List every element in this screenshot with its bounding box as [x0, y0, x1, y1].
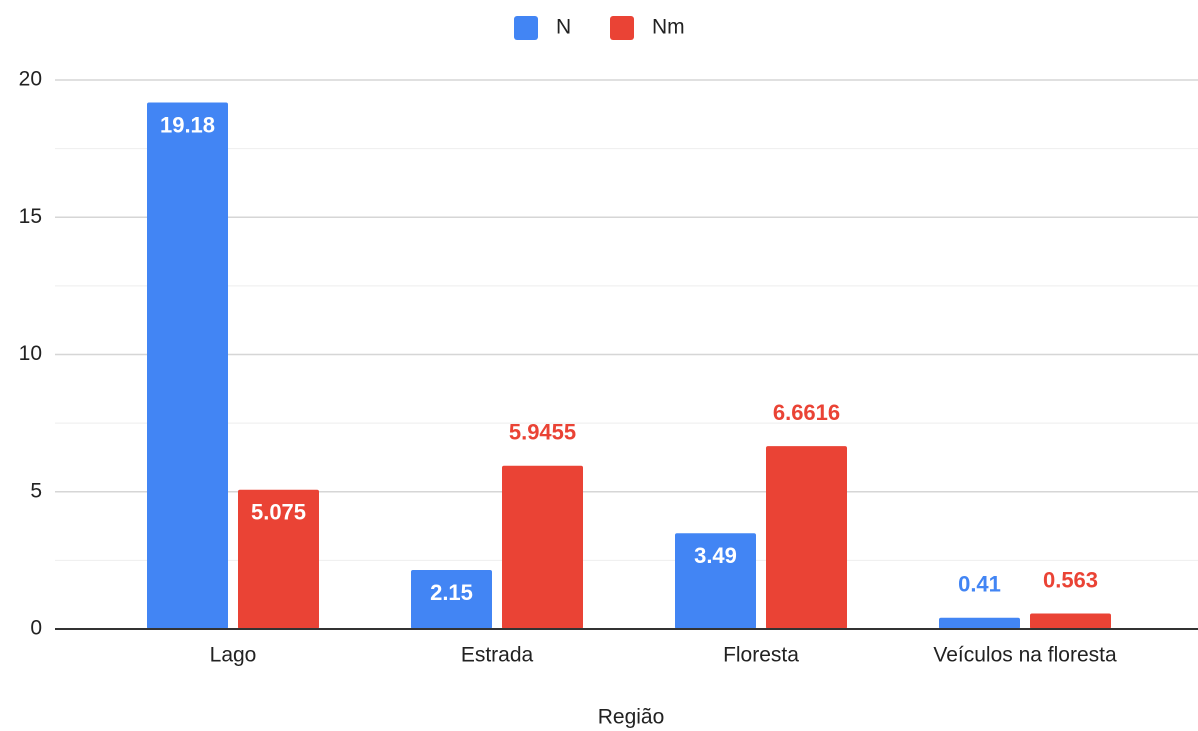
bar [502, 465, 583, 629]
x-axis-label: Região [598, 706, 665, 729]
x-tick-label: Estrada [461, 644, 534, 667]
bar [766, 446, 847, 629]
x-tick-label: Veículos na floresta [933, 644, 1117, 667]
legend-swatch [610, 16, 634, 40]
value-label: 0.563 [1043, 567, 1098, 592]
value-label: 3.49 [694, 543, 737, 568]
legend-label: Nm [652, 16, 685, 39]
y-tick-label: 0 [30, 617, 42, 640]
value-label: 0.41 [958, 572, 1001, 597]
value-label: 5.075 [251, 500, 306, 525]
bar [675, 533, 756, 629]
value-label: 5.9455 [509, 420, 576, 445]
bar [238, 489, 319, 629]
y-tick-label: 10 [19, 342, 42, 365]
bar [939, 617, 1020, 629]
value-label: 19.18 [160, 112, 215, 137]
x-tick-label: Floresta [723, 644, 799, 667]
y-tick-label: 20 [19, 68, 42, 91]
legend-label: N [556, 16, 571, 39]
bar [1030, 613, 1111, 629]
y-tick-label: 15 [19, 205, 42, 228]
bar [147, 102, 228, 629]
bar [411, 569, 492, 629]
x-tick-label: Lago [210, 644, 257, 667]
value-label: 2.15 [430, 580, 473, 605]
value-label: 6.6616 [773, 400, 840, 425]
y-tick-label: 5 [30, 479, 42, 502]
legend-swatch [514, 16, 538, 40]
